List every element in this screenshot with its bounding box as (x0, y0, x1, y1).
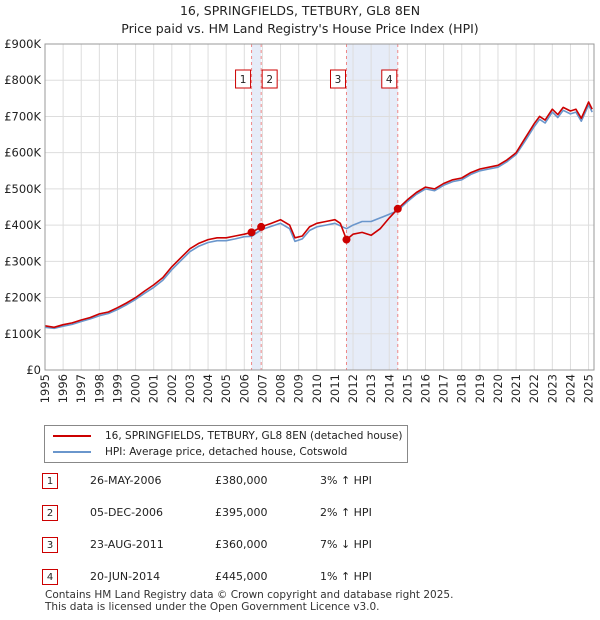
sale-label: 4 (386, 74, 393, 86)
sale-number-badge: 1 (42, 473, 58, 489)
sale-point (257, 222, 266, 231)
sale-hpi-change: 3% ↑ HPI (320, 474, 372, 487)
x-tick-label: 2015 (400, 374, 414, 403)
x-tick-label: 2006 (237, 374, 251, 403)
sale-price: £360,000 (215, 538, 268, 551)
y-tick-label: £700K (4, 109, 41, 123)
x-tick-label: 2002 (165, 374, 179, 403)
legend-hpi-label: HPI: Average price, detached house, Cots… (105, 446, 348, 458)
sale-label: 1 (240, 74, 247, 86)
sale-number-badge: 3 (42, 537, 58, 553)
x-tick-label: 2001 (147, 374, 161, 403)
y-tick-label: £200K (4, 291, 41, 305)
x-tick-label: 1996 (56, 374, 70, 403)
sale-label: 3 (335, 74, 342, 86)
x-tick-label: 2005 (219, 374, 233, 403)
y-tick-label: £600K (4, 146, 41, 160)
x-tick-label: 2008 (274, 374, 288, 403)
x-tick-label: 2018 (455, 374, 469, 403)
shaded-period (251, 44, 262, 370)
sale-hpi-change: 1% ↑ HPI (320, 570, 372, 583)
sale-hpi-change: 7% ↓ HPI (320, 538, 372, 551)
y-tick-label: £400K (4, 218, 41, 232)
x-tick-label: 2025 (582, 374, 596, 403)
legend-item-hpi: HPI: Average price, detached house, Cots… (53, 444, 347, 460)
x-tick-label: 2014 (382, 374, 396, 403)
table-row: 3 23-AUG-2011 £360,000 7% ↓ HPI (40, 534, 420, 556)
x-tick-label: 2017 (437, 374, 451, 403)
legend-price-label: 16, SPRINGFIELDS, TETBURY, GL8 8EN (deta… (105, 430, 403, 442)
sale-number-badge: 2 (42, 505, 58, 521)
price-paid-line (44, 101, 593, 329)
x-tick-label: 2000 (129, 374, 143, 403)
shaded-period (346, 44, 398, 370)
sale-point (393, 204, 402, 213)
x-tick-label: 2016 (418, 374, 432, 403)
x-tick-label: 2019 (473, 374, 487, 403)
sale-label-box (329, 69, 346, 89)
x-tick-label: 2024 (563, 374, 577, 403)
hpi-line-swatch (53, 451, 91, 453)
plot-area (45, 44, 594, 370)
hpi-line (44, 104, 593, 330)
chart-title-line2: Price paid vs. HM Land Registry's House … (121, 21, 479, 36)
sale-point (247, 228, 256, 237)
table-row: 1 26-MAY-2006 £380,000 3% ↑ HPI (40, 470, 420, 492)
y-tick-label: £800K (4, 73, 41, 87)
x-tick-label: 2020 (491, 374, 505, 403)
table-row: 4 20-JUN-2014 £445,000 1% ↑ HPI (40, 566, 420, 588)
price-line-swatch (53, 435, 91, 437)
sale-price: £395,000 (215, 506, 268, 519)
sale-hpi-change: 2% ↑ HPI (320, 506, 372, 519)
sale-date: 26-MAY-2006 (90, 474, 162, 487)
x-tick-label: 2007 (255, 374, 269, 403)
sale-label-box (261, 69, 278, 89)
table-row: 2 05-DEC-2006 £395,000 2% ↑ HPI (40, 502, 420, 524)
chart-title: 16, SPRINGFIELDS, TETBURY, GL8 8EN Price… (0, 2, 600, 38)
x-tick-label: 2012 (346, 374, 360, 403)
legend: 16, SPRINGFIELDS, TETBURY, GL8 8EN (deta… (44, 425, 408, 463)
x-tick-label: 1995 (38, 374, 52, 403)
footer: Contains HM Land Registry data © Crown c… (45, 589, 453, 613)
sale-label-box (235, 69, 252, 89)
x-tick-label: 1999 (110, 374, 124, 403)
x-tick-label: 1998 (92, 374, 106, 403)
plot-frame (44, 43, 595, 371)
sale-number-badge: 4 (42, 569, 58, 585)
y-tick-label: £100K (4, 327, 41, 341)
x-tick-label: 2003 (183, 374, 197, 403)
price-chart: £0 £100K £200K £300K £400K £500K £600K £700K £80… (4, 37, 596, 403)
x-tick-label: 2013 (364, 374, 378, 403)
x-tick-label: 1997 (74, 374, 88, 403)
y-tick-label: £500K (4, 182, 41, 196)
x-tick-label: 2023 (545, 374, 559, 403)
chart-title-line1: 16, SPRINGFIELDS, TETBURY, GL8 8EN (179, 3, 421, 18)
sale-date: 23-AUG-2011 (90, 538, 164, 551)
x-tick-label: 2009 (292, 374, 306, 403)
x-tick-label: 2004 (201, 374, 215, 403)
x-tick-label: 2010 (310, 374, 324, 403)
footer-licence: This data is licensed under the Open Gov… (45, 601, 380, 613)
x-tick-label: 2022 (527, 374, 541, 403)
sale-point (342, 235, 351, 244)
y-tick-label: £900K (4, 37, 41, 51)
sale-date: 05-DEC-2006 (90, 506, 164, 519)
sale-price: £445,000 (215, 570, 268, 583)
sale-price: £380,000 (215, 474, 268, 487)
sale-date: 20-JUN-2014 (90, 570, 161, 583)
y-tick-label: £300K (4, 254, 41, 268)
x-tick-label: 2021 (509, 374, 523, 403)
footer-copyright: Contains HM Land Registry data © Crown c… (45, 589, 454, 601)
sale-label-box (381, 69, 398, 89)
legend-item-price: 16, SPRINGFIELDS, TETBURY, GL8 8EN (deta… (53, 428, 402, 444)
sale-label: 2 (266, 74, 273, 86)
x-tick-label: 2011 (328, 374, 342, 403)
y-tick-label: £0 (26, 363, 41, 377)
